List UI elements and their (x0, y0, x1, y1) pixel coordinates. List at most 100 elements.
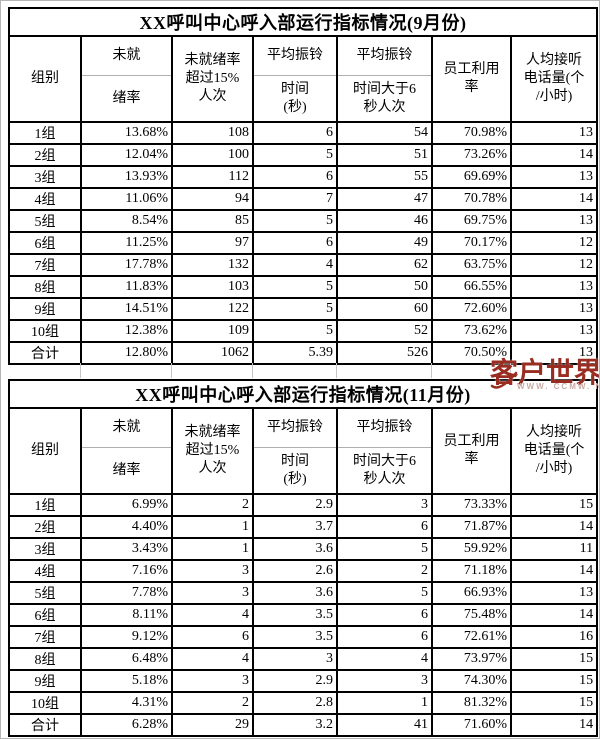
cell-calls-per-hour: 14 (509, 603, 599, 627)
cell-calls-per-hour: 12 (510, 231, 598, 255)
header-row: 组别 未就 绪率 未就绪率 超过15% 人次 (8, 35, 598, 123)
header-col-exceed-15-count: 未就绪率 超过15% 人次 (171, 35, 254, 123)
cell-not-ready-rate: 13.93% (80, 165, 173, 189)
cell-exceed-count: 3 (171, 581, 254, 605)
cell-exceed-count: 29 (171, 713, 254, 737)
cell-utilization: 66.93% (431, 581, 512, 605)
cell-avg-ring-time: 4 (252, 253, 338, 277)
header-col-avg-ring-time: 平均振铃 时间 (秒) (252, 407, 338, 495)
cell-not-ready-rate: 12.80% (80, 341, 173, 365)
header-col-exceed-15-count: 未就绪率 超过15% 人次 (171, 407, 254, 495)
cell-not-ready-rate: 17.78% (80, 253, 173, 277)
table-row: 1组 6.99% 2 2.9 3 73.33% 15 (8, 493, 599, 517)
cell-exceed-count: 3 (171, 559, 254, 583)
cell-utilization: 59.92% (431, 537, 512, 561)
cell-group: 1组 (8, 121, 82, 145)
cell-over-6s-count: 4 (336, 647, 433, 671)
table-row: 1组 13.68% 108 6 54 70.98% 13 (8, 121, 598, 145)
cell-calls-per-hour: 14 (509, 713, 599, 737)
cell-exceed-count: 3 (171, 669, 254, 693)
cell-calls-per-hour: 13 (510, 275, 598, 299)
cell-exceed-count: 94 (171, 187, 254, 211)
table-row: 2组 12.04% 100 5 51 73.26% 14 (8, 143, 598, 167)
cell-over-6s-count: 41 (336, 713, 433, 737)
cell-over-6s-count: 3 (336, 669, 433, 693)
cell-exceed-count: 1062 (171, 341, 254, 365)
cell-over-6s-count: 6 (336, 515, 433, 539)
cell-utilization: 69.75% (431, 209, 512, 233)
cell-group: 6组 (8, 603, 82, 627)
cell-utilization: 71.18% (431, 559, 512, 583)
gridline (510, 363, 511, 378)
cell-exceed-count: 4 (171, 603, 254, 627)
cell-calls-per-hour: 14 (510, 143, 598, 167)
cell-group: 9组 (8, 297, 82, 321)
cell-utilization: 73.33% (431, 493, 512, 517)
watermark-swoosh-icon (490, 371, 518, 389)
cell-exceed-count: 103 (171, 275, 254, 299)
cell-utilization: 72.60% (431, 297, 512, 321)
cell-group: 5组 (8, 581, 82, 605)
cell-group: 2组 (8, 143, 82, 167)
cell-avg-ring-time: 5 (252, 275, 338, 299)
table-row: 合计 12.80% 1062 5.39 526 70.50% 13 (8, 341, 598, 365)
cell-not-ready-rate: 12.38% (80, 319, 173, 343)
cell-calls-per-hour: 13 (510, 121, 598, 145)
gridline (431, 363, 432, 378)
cell-exceed-count: 6 (171, 625, 254, 649)
cell-utilization: 70.98% (431, 121, 512, 145)
report-table-september: XX呼叫中心呼入部运行指标情况(9月份) 组别 未就 绪率 未就绪率 超过15% (8, 7, 598, 365)
cell-over-6s-count: 60 (336, 297, 433, 321)
cell-not-ready-rate: 6.28% (80, 713, 173, 737)
cell-utilization: 81.32% (431, 691, 512, 715)
header-col-ring-over-6s-count: 平均振铃 时间大于6 秒人次 (336, 35, 433, 123)
cell-avg-ring-time: 2.8 (252, 691, 338, 715)
cell-exceed-count: 2 (171, 493, 254, 517)
header-col-group: 组别 (8, 407, 82, 495)
cell-avg-ring-time: 5.39 (252, 341, 338, 365)
header-col-group: 组别 (8, 35, 82, 123)
table-title-september: XX呼叫中心呼入部运行指标情况(9月份) (8, 7, 598, 37)
cell-group: 3组 (8, 165, 82, 189)
cell-not-ready-rate: 4.40% (80, 515, 173, 539)
cell-avg-ring-time: 3.6 (252, 537, 338, 561)
cell-not-ready-rate: 12.04% (80, 143, 173, 167)
cell-exceed-count: 1 (171, 515, 254, 539)
cell-over-6s-count: 55 (336, 165, 433, 189)
cell-not-ready-rate: 11.25% (80, 231, 173, 255)
cell-over-6s-count: 2 (336, 559, 433, 583)
cell-utilization: 73.97% (431, 647, 512, 671)
cell-avg-ring-time: 5 (252, 143, 338, 167)
cell-group: 1组 (8, 493, 82, 517)
cell-calls-per-hour: 13 (510, 341, 598, 365)
cell-over-6s-count: 51 (336, 143, 433, 167)
cell-utilization: 69.69% (431, 165, 512, 189)
cell-calls-per-hour: 13 (510, 297, 598, 321)
title-row: XX呼叫中心呼入部运行指标情况(11月份) (7, 379, 599, 409)
cell-over-6s-count: 49 (336, 231, 433, 255)
cell-exceed-count: 97 (171, 231, 254, 255)
cell-over-6s-count: 1 (336, 691, 433, 715)
cell-avg-ring-time: 2.9 (252, 669, 338, 693)
cell-calls-per-hour: 13 (509, 581, 599, 605)
cell-avg-ring-time: 3.2 (252, 713, 338, 737)
cell-not-ready-rate: 7.78% (80, 581, 173, 605)
cell-avg-ring-time: 5 (252, 209, 338, 233)
cell-avg-ring-time: 7 (252, 187, 338, 211)
table-row: 3组 3.43% 1 3.6 5 59.92% 11 (8, 537, 599, 561)
header-row: 组别 未就 绪率 未就绪率 超过15% 人次 (8, 407, 599, 495)
cell-not-ready-rate: 6.48% (80, 647, 173, 671)
cell-over-6s-count: 47 (336, 187, 433, 211)
cell-avg-ring-time: 5 (252, 297, 338, 321)
cell-utilization: 63.75% (431, 253, 512, 277)
cell-group: 10组 (8, 691, 82, 715)
cell-over-6s-count: 50 (336, 275, 433, 299)
cell-not-ready-rate: 4.31% (80, 691, 173, 715)
header-col-ring-over-6s-count: 平均振铃 时间大于6 秒人次 (336, 407, 433, 495)
cell-calls-per-hour: 11 (509, 537, 599, 561)
cell-calls-per-hour: 14 (510, 187, 598, 211)
header-col-not-ready-rate: 未就 绪率 (80, 407, 173, 495)
cell-calls-per-hour: 15 (509, 691, 599, 715)
cell-over-6s-count: 62 (336, 253, 433, 277)
